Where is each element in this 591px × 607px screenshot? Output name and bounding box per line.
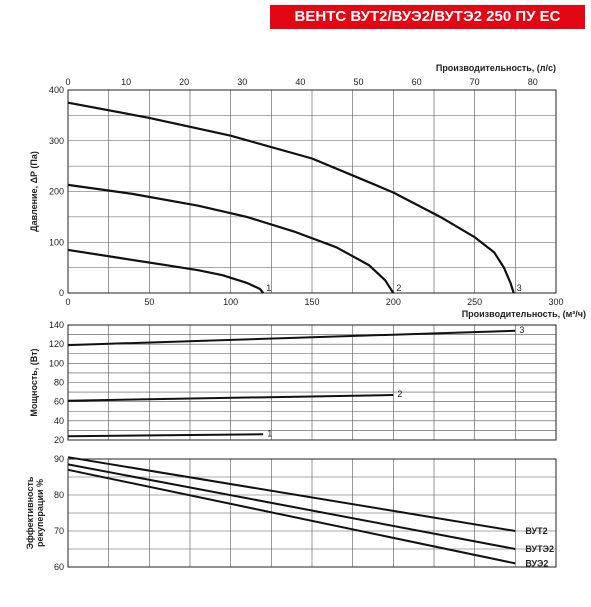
series-label-1: ВУТЭ2: [525, 544, 554, 554]
y-tick-label: 80: [54, 378, 64, 388]
x2-axis-label: Производительность, (л/с): [436, 63, 556, 73]
series-label-3: 3: [517, 283, 522, 293]
series-label-2: 2: [397, 389, 402, 399]
y-axis-label: Давление, ΔP (Па): [29, 151, 39, 232]
power-panel: 20 40 60 80 100 120 140 Мощность, (Вт) 1 2 3: [29, 320, 557, 445]
pressure-panel: 0 50 100 150 200 250 300 0 10 20 30 40 50 60 70 80 0 100 2…: [29, 63, 586, 319]
x-tick-label: 150: [304, 297, 319, 307]
x-tick-label: 50: [144, 297, 154, 307]
series-line-1: [67, 248, 265, 294]
series-line-3: [67, 329, 516, 347]
y-axis-label: Мощность, (Вт): [29, 348, 39, 416]
x-tick-label: 0: [65, 297, 70, 307]
y-tick-label: 140: [49, 320, 64, 330]
plot-frame: [67, 458, 557, 568]
x2-tick-label: 60: [412, 77, 422, 87]
series-label-2: 2: [396, 283, 401, 293]
y-tick-label: 40: [54, 416, 64, 426]
x2-tick-label: 70: [470, 77, 480, 87]
y-tick-label: 0: [59, 288, 64, 298]
y-tick-label: 60: [54, 562, 64, 572]
x2-tick-label: 0: [65, 77, 70, 87]
plot-frame: [67, 89, 557, 294]
x2-tick-label: 10: [121, 77, 131, 87]
y-tick-label: 20: [54, 435, 64, 445]
y-tick-label: 120: [49, 339, 64, 349]
y-tick-label: 90: [54, 454, 64, 464]
y-tick-label: 400: [49, 85, 64, 95]
chart-title: ВЕНТС ВУТ2/ВУЭ2/ВУТЭ2 250 ПУ ЕС: [270, 5, 585, 29]
x2-tick-label: 30: [237, 77, 247, 87]
x-tick-label: 250: [467, 297, 482, 307]
y-tick-label: 80: [54, 490, 64, 500]
y-axis-label-line2: рекуперации %: [35, 479, 45, 547]
series-line-2: [67, 183, 395, 294]
x-axis-label: Производительность, (м³/ч): [462, 309, 586, 319]
x-tick-label: 100: [223, 297, 238, 307]
x2-tick-label: 20: [179, 77, 189, 87]
y-tick-label: 70: [54, 526, 64, 536]
x-tick-label: 300: [548, 297, 563, 307]
y-tick-label: 60: [54, 397, 64, 407]
series-line-1: [67, 463, 516, 550]
plot-frame: [67, 324, 557, 441]
y-tick-label: 100: [49, 358, 64, 368]
x-tick-label: 200: [386, 297, 401, 307]
efficiency-panel: 60 70 80 90 Эффективность рекуперации % ВУТ2 ВУ…: [25, 454, 557, 572]
y-tick-label: 200: [49, 187, 64, 197]
x2-tick-label: 40: [295, 77, 305, 87]
y-tick-label: 300: [49, 136, 64, 146]
x2-tick-label: 50: [353, 77, 363, 87]
series-line-3: [67, 101, 515, 294]
x2-tick-label: 80: [528, 77, 538, 87]
y-tick-label: 100: [49, 237, 64, 247]
series-line-2: [67, 394, 394, 402]
series-label-3: 3: [519, 325, 524, 335]
series-line-0: [67, 456, 516, 532]
series-label-0: ВУТ2: [525, 526, 547, 536]
series-line-1: [67, 433, 264, 438]
series-line-2: [67, 468, 516, 565]
y-axis-label-line1: Эффективность: [25, 476, 35, 549]
series-label-2: ВУЭ2: [525, 558, 548, 568]
series-label-1: 1: [266, 283, 271, 293]
series-label-1: 1: [267, 428, 272, 438]
